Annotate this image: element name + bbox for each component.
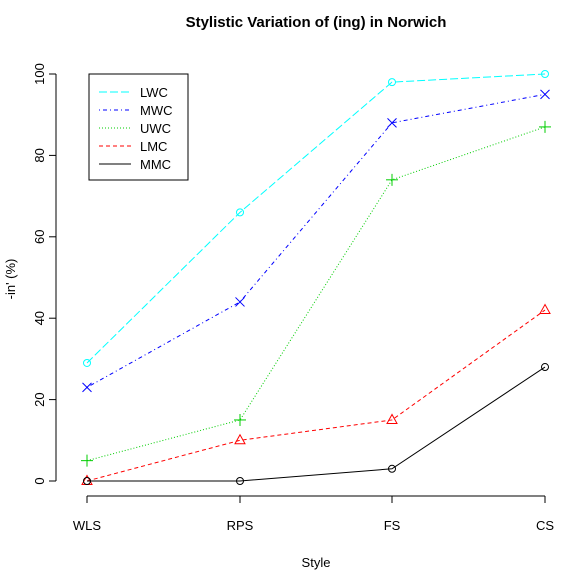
series-lwc: [83, 70, 549, 367]
data-point: [82, 382, 92, 393]
data-point: [234, 413, 246, 426]
data-point: [236, 208, 244, 217]
x-tick-label: FS: [384, 518, 401, 533]
y-tick-label: 0: [32, 477, 47, 484]
series-mwc: [82, 89, 550, 393]
y-tick-label: 80: [32, 148, 47, 162]
series-lmc: [81, 303, 551, 485]
data-point: [235, 297, 245, 307]
data-point: [388, 78, 396, 87]
data-point: [386, 173, 398, 186]
data-point: [236, 477, 244, 485]
data-point: [541, 70, 549, 78]
data-point: [541, 363, 549, 372]
series-mmc: [83, 363, 549, 485]
y-tick-label: 100: [32, 63, 47, 85]
legend-item-lmc: LMC: [99, 139, 167, 154]
series-line: [86, 93, 546, 388]
y-tick-label: 60: [32, 230, 47, 244]
data-point: [386, 413, 398, 424]
legend-item-mwc: MWC: [99, 103, 173, 118]
legend-label: LWC: [140, 85, 168, 100]
x-tick-label: WLS: [73, 518, 102, 533]
data-point: [234, 433, 246, 445]
data-point: [83, 358, 91, 367]
data-point: [81, 454, 93, 467]
legend: LWC MWC UWC LMC MMC: [88, 73, 189, 181]
series-line: [87, 366, 546, 482]
x-tick-label: CS: [536, 518, 554, 533]
y-tick-label: 20: [32, 392, 47, 406]
chart-title: Stylistic Variation of (ing) in Norwich: [186, 14, 447, 31]
y-tick-label: 40: [32, 311, 47, 325]
axes: WLS RPS FS CS 0 20 40 60 80 100: [32, 63, 554, 533]
y-axis-label: -in' (%): [3, 259, 18, 300]
data-point: [388, 464, 396, 473]
legend-item-lwc: LWC: [99, 85, 168, 100]
legend-item-uwc: UWC: [99, 121, 171, 136]
legend-label: UWC: [140, 121, 171, 136]
data-point: [540, 89, 550, 100]
series-line: [86, 309, 546, 482]
x-tick-label: RPS: [227, 518, 254, 533]
series-uwc: [81, 120, 551, 467]
legend-label: LMC: [140, 139, 167, 154]
series-layer: [81, 70, 551, 485]
data-point: [83, 477, 91, 485]
legend-item-mmc: MMC: [99, 157, 171, 172]
data-point: [387, 117, 397, 128]
data-point: [539, 120, 551, 133]
legend-label: MWC: [140, 103, 173, 118]
data-point: [539, 303, 551, 315]
series-line: [86, 126, 546, 462]
legend-label: MMC: [140, 157, 171, 172]
x-axis-label: Style: [302, 555, 331, 570]
series-line: [86, 73, 546, 364]
